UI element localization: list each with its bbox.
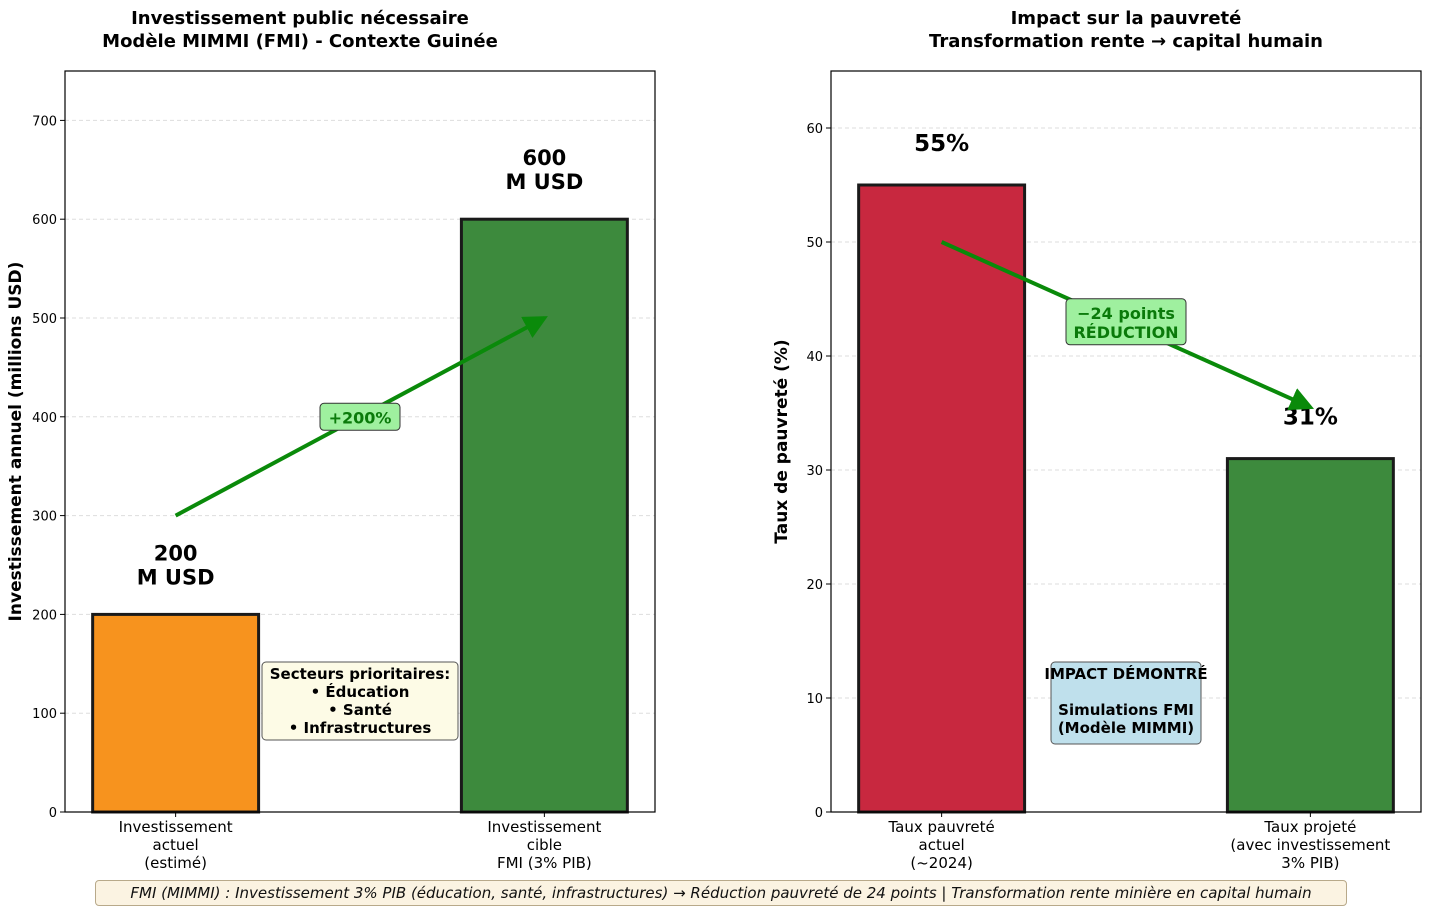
y-axis-label: Investissement annuel (millions USD): [6, 262, 26, 622]
x-tick-label: Investissement: [487, 818, 601, 836]
y-tick-label: 500: [32, 312, 57, 327]
data-label: M USD: [137, 565, 215, 589]
data-label: 55%: [914, 131, 969, 157]
bar: [857, 183, 1027, 814]
change-annotation-box: [319, 402, 401, 431]
data-label: 31%: [1283, 405, 1338, 431]
data-label: M USD: [505, 170, 583, 194]
y-tick-label: 700: [32, 114, 57, 129]
y-tick-label: 0: [815, 806, 823, 821]
y-tick-label: 300: [32, 510, 57, 525]
info-box-line: • Infrastructures: [289, 719, 432, 737]
info-box: [1050, 661, 1202, 745]
y-tick-label: 30: [806, 464, 823, 479]
x-tick-label: FMI (3% PIB): [497, 854, 592, 872]
y-tick-label: 200: [32, 608, 57, 623]
x-tick-label: actuel: [919, 836, 965, 854]
change-annotation-box: [1065, 298, 1187, 346]
info-box-line: IMPACT DÉMONTRÉ: [1044, 664, 1207, 683]
x-tick-label: cible: [527, 836, 562, 854]
x-tick-label: Investissement: [119, 818, 233, 836]
axes-frame: [64, 70, 656, 813]
change-annotation: +200%: [329, 408, 392, 427]
data-label: 600: [522, 146, 566, 170]
axes-frame: [830, 70, 1422, 813]
x-tick-label: actuel: [153, 836, 199, 854]
chart-subtitle: Transformation rente → capital humain: [929, 31, 1323, 52]
bar: [91, 612, 261, 814]
y-tick-label: 40: [806, 350, 823, 365]
info-box: [261, 661, 459, 741]
x-tick-label: Taux pauvreté: [887, 818, 994, 836]
info-box-line: • Santé: [328, 701, 392, 719]
bar: [459, 217, 629, 814]
y-axis-label: Taux de pauvreté (%): [772, 339, 792, 543]
change-annotation: −24 points: [1077, 304, 1175, 323]
info-box-line: Secteurs prioritaires:: [270, 665, 451, 683]
info-box-line: Simulations FMI: [1058, 701, 1194, 719]
y-tick-label: 100: [32, 707, 57, 722]
y-tick-label: 400: [32, 411, 57, 426]
x-tick-label: (avec investissement: [1230, 836, 1390, 854]
y-tick-label: 10: [806, 692, 823, 707]
bar: [1225, 457, 1395, 814]
y-tick-label: 20: [806, 578, 823, 593]
y-tick-label: 60: [806, 122, 823, 137]
y-tick-label: 600: [32, 213, 57, 228]
data-label: 200: [154, 541, 198, 565]
y-tick-label: 50: [806, 236, 823, 251]
footer-note: FMI (MIMMI) : Investissement 3% PIB (édu…: [95, 880, 1347, 906]
x-tick-label: (estimé): [144, 854, 207, 872]
chart-subtitle: Modèle MIMMI (FMI) - Contexte Guinée: [102, 31, 498, 52]
info-box-line: (Modèle MIMMI): [1058, 719, 1194, 737]
info-box-line: • Éducation: [311, 682, 410, 701]
y-tick-label: 0: [49, 806, 57, 821]
chart-title: Investissement public nécessaire: [131, 8, 469, 29]
x-tick-label: Taux projeté: [1263, 818, 1356, 836]
x-tick-label: 3% PIB): [1281, 854, 1339, 872]
x-tick-label: (~2024): [910, 854, 972, 872]
chart-title: Impact sur la pauvreté: [1011, 8, 1242, 29]
change-annotation: RÉDUCTION: [1073, 323, 1178, 342]
